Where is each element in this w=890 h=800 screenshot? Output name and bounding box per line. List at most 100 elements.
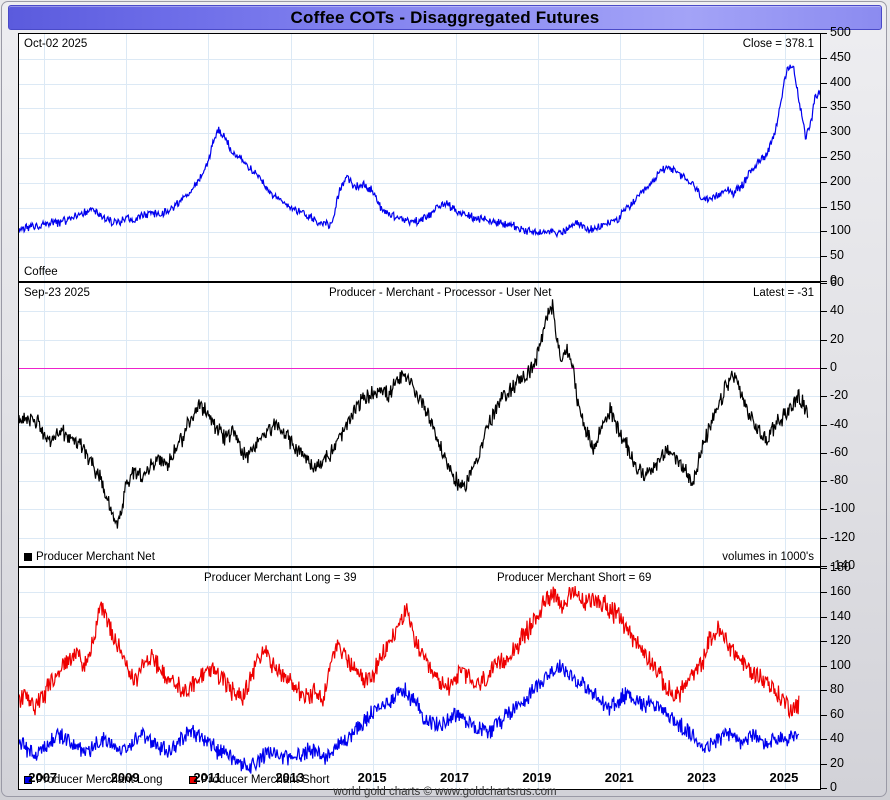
chart-area: Oct-02 2025 Close = 378.1 Coffee 0 50 100 1… [18, 25, 864, 794]
gridline-vertical [537, 568, 539, 789]
page-title: Coffee COTs - Disaggregated Futures [290, 7, 600, 27]
y-tick-label: 0 [830, 359, 837, 374]
y-tick-mark [821, 256, 827, 258]
y-tick-label: 0 [830, 273, 837, 287]
gridline-horizontal [19, 452, 820, 454]
gridline-vertical [126, 34, 128, 281]
y-tick-label: 100 [830, 223, 851, 238]
gridline-vertical [620, 34, 622, 281]
y-tick-label: 180 [830, 560, 851, 574]
y-tick-mark [821, 396, 827, 398]
gridline-vertical [784, 34, 786, 281]
y-tick-label: 350 [830, 99, 851, 114]
x-axis: 2007 2009 2011 2013 2015 2017 2019 2021 2023 2025 [18, 770, 821, 788]
gridline-horizontal [19, 481, 820, 483]
y-tick-label: 250 [830, 149, 851, 163]
series-canvas [19, 299, 809, 529]
gridline-vertical [702, 34, 704, 281]
y-tick-mark [821, 665, 827, 667]
long-swatch-icon [24, 776, 32, 784]
net-plot[interactable] [19, 283, 820, 566]
net-date-label: Sep-23 2025 [24, 287, 90, 299]
gridline-vertical [620, 568, 622, 789]
y-tick-label: -140 [830, 558, 856, 572]
gridline-horizontal [19, 641, 820, 643]
gridline-horizontal [19, 182, 820, 184]
gridline-vertical [126, 283, 128, 566]
positions-panel[interactable]: Producer Merchant Long = 39 Producer Mer… [18, 568, 821, 790]
y-tick-label: 400 [830, 74, 851, 89]
short-swatch-icon [188, 776, 197, 784]
y-tick-mark [821, 206, 827, 208]
y-tick-label: 300 [830, 124, 851, 139]
gridline-horizontal [19, 665, 820, 667]
gridline-horizontal [19, 108, 820, 110]
footer-credit: world gold charts © www.goldchartsrus.co… [333, 786, 557, 798]
series-line [19, 299, 809, 529]
series-line [19, 585, 800, 720]
window-titlebar: Coffee COTs - Disaggregated Futures [8, 5, 882, 30]
gridline-horizontal [19, 616, 820, 618]
y-tick-label: -40 [830, 416, 849, 431]
y-tick-mark [821, 452, 827, 454]
price-panel[interactable]: Oct-02 2025 Close = 378.1 Coffee [18, 33, 821, 283]
y-tick-mark [821, 57, 827, 59]
net-y-axis: 60 40 20 0 -20 -40 -60 -80 -100 -120 -140 [821, 275, 864, 572]
y-tick-mark [821, 157, 827, 158]
legend-short-label: Producer Merchant Short [200, 774, 330, 786]
y-tick-mark [821, 283, 827, 284]
gridline-horizontal [19, 509, 820, 511]
gridline-horizontal [19, 257, 820, 259]
positions-short-label: Producer Merchant Short = 69 [497, 572, 652, 584]
y-tick-mark [821, 82, 827, 84]
gridline-horizontal [19, 714, 820, 716]
legend-long-label: Producer Merchant Long [36, 774, 163, 786]
x-axis-tick-label: 2015 [357, 770, 387, 785]
gridline-vertical [43, 34, 45, 281]
x-axis-tick-label: 2007 [28, 770, 58, 785]
y-tick-label: 200 [830, 173, 851, 188]
gridline-horizontal [19, 339, 820, 341]
y-tick-mark [821, 641, 827, 643]
net-legend-label: Producer Merchant Net [36, 551, 155, 563]
y-tick-label: 150 [830, 198, 851, 213]
gridline-horizontal [19, 739, 820, 741]
y-tick-mark [821, 763, 827, 765]
gridline-vertical [702, 568, 704, 789]
y-tick-mark [821, 339, 827, 341]
y-tick-mark [821, 33, 827, 34]
y-tick-mark [821, 739, 827, 741]
price-date-label: Oct-02 2025 [24, 38, 88, 50]
y-tick-label: -100 [830, 501, 856, 516]
gridline-horizontal [19, 58, 820, 60]
y-tick-label: 20 [830, 755, 844, 770]
x-axis-tick-label: 2023 [687, 770, 717, 785]
series-canvas [19, 585, 800, 774]
y-tick-label: 500 [830, 25, 851, 39]
y-tick-mark [821, 714, 827, 716]
y-tick-mark [821, 537, 827, 539]
y-tick-mark [821, 281, 827, 282]
y-tick-label: 40 [830, 303, 844, 318]
y-tick-mark [821, 592, 827, 594]
gridline-vertical [455, 283, 457, 566]
y-tick-label: 60 [830, 706, 844, 721]
net-panel[interactable]: Sep-23 2025 Producer - Merchant - Proces… [18, 283, 821, 568]
net-swatch-icon [24, 553, 32, 561]
x-axis-tick-label: 2021 [604, 770, 634, 785]
y-tick-mark [821, 424, 827, 426]
y-tick-label: 40 [830, 731, 844, 746]
price-plot[interactable] [19, 34, 820, 281]
gridline-horizontal [19, 763, 820, 765]
y-tick-mark [821, 568, 827, 569]
series-canvas [19, 64, 820, 239]
positions-plot[interactable] [19, 568, 820, 789]
y-tick-mark [821, 481, 827, 483]
gridline-vertical [126, 568, 128, 789]
y-tick-label: 100 [830, 657, 851, 672]
gridline-vertical [784, 283, 786, 566]
y-tick-label: -20 [830, 388, 849, 403]
gridline-vertical [784, 568, 786, 789]
y-tick-label: -60 [830, 444, 849, 459]
y-tick-mark [821, 107, 827, 109]
